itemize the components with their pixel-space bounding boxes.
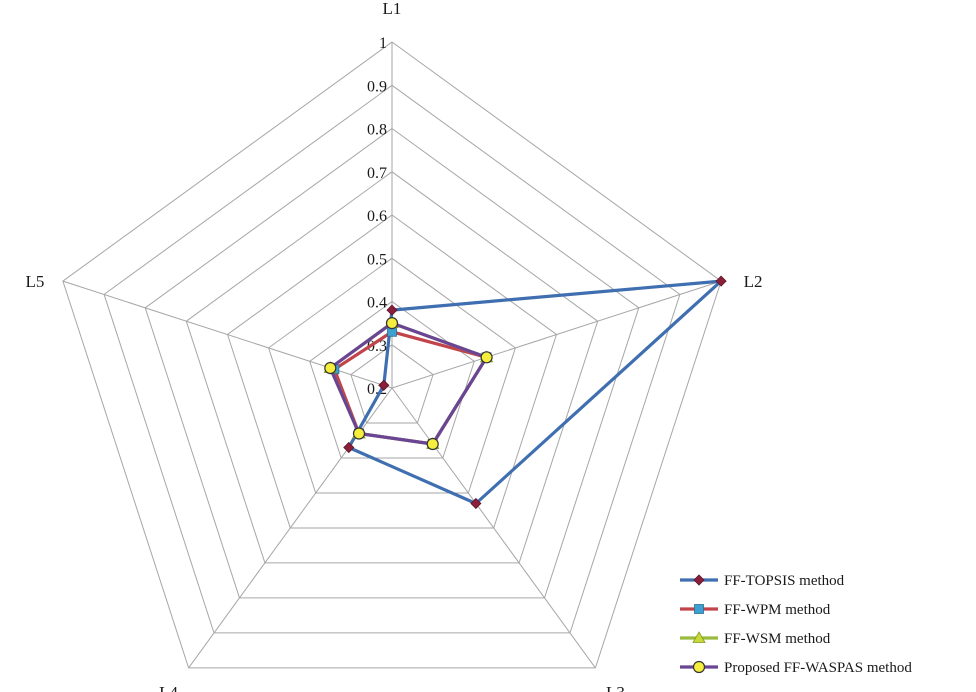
grid-spoke [391,387,596,669]
grid-ring [144,127,640,599]
category-axis-labels: L1 L2 L3 L4 L5 [25,0,762,692]
data-point [715,275,727,287]
tick-label: 0.8 [367,122,387,139]
data-point [352,427,366,440]
radar-grid [62,41,722,669]
series-group [324,317,493,451]
legend-item: FF-WSM method [680,631,831,647]
legend-item: FF-TOPSIS method [680,573,845,589]
category-label: L2 [744,272,763,291]
tick-label: 0.5 [367,251,387,268]
data-point [480,351,493,364]
data-point [386,304,398,316]
data-point [692,660,706,674]
legend-item: FF-WPM method [680,602,831,618]
tick-label: 0.7 [367,165,387,182]
legend-label: Proposed FF-WASPAS method [724,660,912,676]
data-point [385,317,399,330]
data-point [378,379,390,391]
data-point [426,437,439,451]
category-label: L3 [606,683,625,692]
category-label: L5 [25,272,44,291]
radial-tick-labels: 0.20.30.40.50.60.70.80.91 [367,35,387,398]
data-point [324,361,337,375]
tick-label: 1 [379,35,387,52]
legend-item: Proposed FF-WASPAS method [680,660,912,676]
grid-spoke [391,280,722,389]
legend-label: FF-TOPSIS method [724,573,845,589]
grid-ring [103,84,681,634]
grid-ring [226,214,558,529]
series-layer [323,275,727,510]
series-line [328,321,489,446]
tick-label: 0.4 [367,295,387,312]
grid-ring [62,41,722,669]
data-point [692,631,706,643]
legend: FF-TOPSIS method FF-WPM method FF-WSM meth… [680,573,912,676]
grid-ring [268,257,516,494]
legend-label: FF-WSM method [724,631,831,647]
category-label: L4 [159,683,178,692]
tick-label: 0.9 [367,78,387,95]
data-point [694,604,704,614]
series-line [347,279,723,506]
series-group [343,275,727,510]
data-point [693,574,705,586]
legend-label: FF-WPM method [724,602,831,618]
tick-label: 0.6 [367,208,387,225]
grid-ring [350,344,434,424]
data-point [470,497,482,510]
data-point [343,441,355,454]
grid-spoke [62,280,393,389]
tick-label: 0.3 [367,338,387,355]
category-label: L1 [383,0,402,18]
